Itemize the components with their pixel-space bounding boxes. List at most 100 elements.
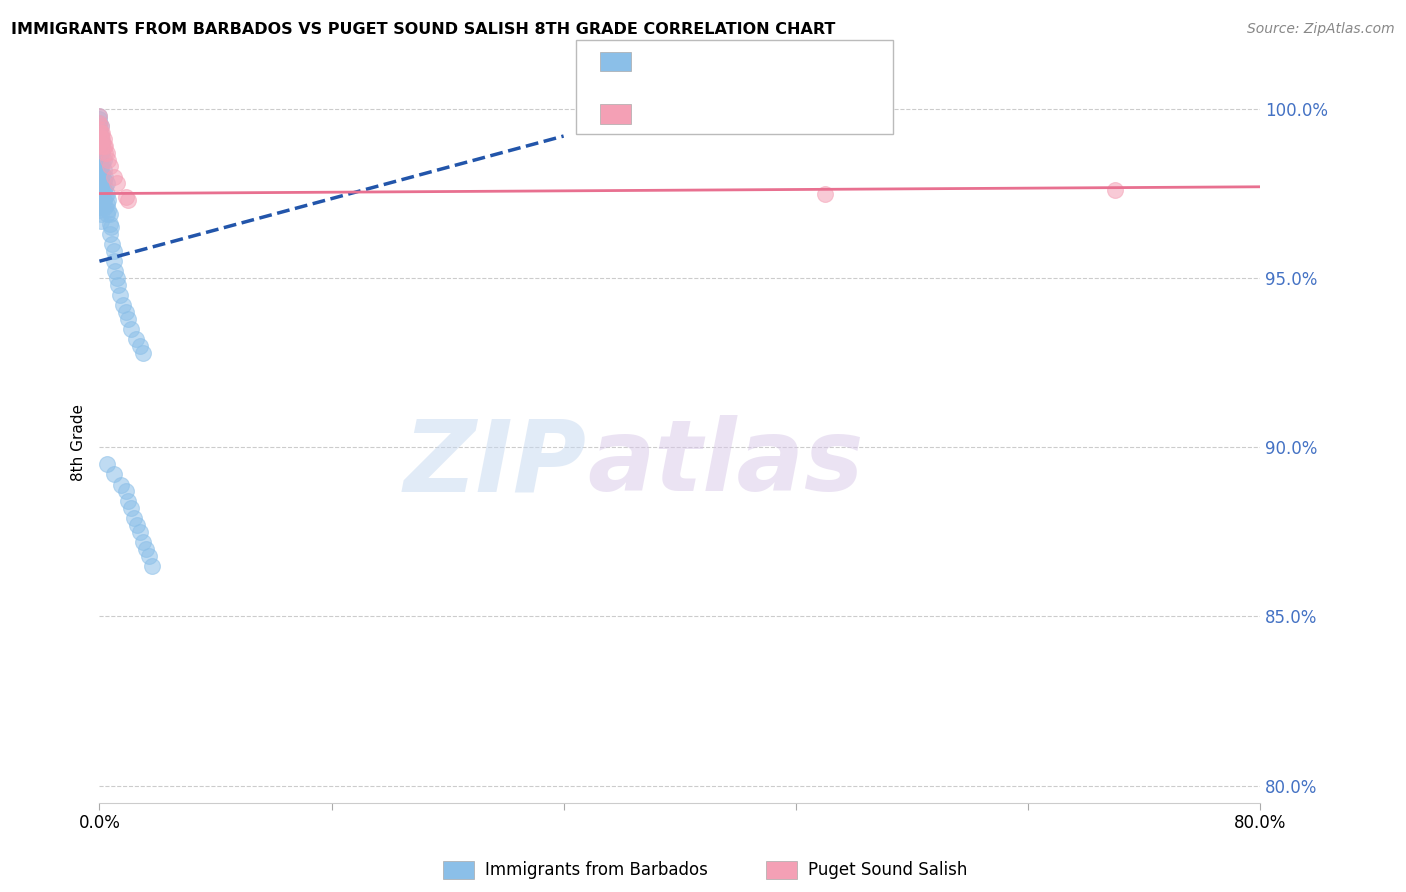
- Point: [93, 173, 115, 187]
- Point: [89, 115, 111, 129]
- Point: [90, 200, 112, 214]
- Point: [103, 244, 125, 258]
- Text: R =  0.106: R = 0.106: [640, 52, 728, 70]
- Point: [94, 190, 117, 204]
- Y-axis label: 8th Grade: 8th Grade: [72, 404, 86, 481]
- Text: ZIP: ZIP: [404, 416, 586, 512]
- Point: [120, 322, 142, 336]
- Point: [96, 145, 118, 160]
- Point: [98, 227, 121, 242]
- Point: [96, 186, 118, 201]
- Point: [89, 132, 111, 146]
- Point: [89, 177, 111, 191]
- Point: [108, 288, 131, 302]
- Point: [89, 122, 111, 136]
- Point: [90, 119, 112, 133]
- Point: [89, 162, 111, 177]
- Point: [91, 145, 114, 160]
- Point: [96, 177, 118, 191]
- Point: [114, 190, 136, 204]
- Point: [89, 153, 111, 167]
- Point: [90, 139, 112, 153]
- Point: [89, 200, 111, 214]
- Point: [94, 145, 117, 160]
- Point: [96, 196, 118, 211]
- Point: [103, 169, 125, 184]
- Text: Source: ZipAtlas.com: Source: ZipAtlas.com: [1247, 22, 1395, 37]
- Point: [93, 139, 115, 153]
- Point: [94, 200, 117, 214]
- Point: [89, 183, 111, 197]
- Point: [91, 156, 114, 170]
- Point: [96, 457, 118, 471]
- Point: [114, 484, 136, 499]
- Point: [89, 129, 111, 144]
- Point: [93, 162, 115, 177]
- Point: [89, 112, 111, 127]
- Text: N = 25: N = 25: [745, 104, 807, 122]
- Point: [90, 126, 112, 140]
- Point: [90, 119, 112, 133]
- Point: [91, 166, 114, 180]
- Point: [141, 558, 163, 573]
- Point: [91, 126, 114, 140]
- Point: [93, 183, 115, 197]
- Point: [90, 129, 112, 144]
- Point: [89, 109, 111, 123]
- Point: [117, 311, 139, 326]
- Point: [90, 145, 112, 160]
- Point: [103, 467, 125, 482]
- Point: [107, 277, 129, 292]
- Point: [90, 213, 112, 227]
- Point: [90, 186, 112, 201]
- Point: [89, 186, 111, 201]
- Point: [91, 139, 114, 153]
- Point: [125, 332, 148, 346]
- Point: [94, 139, 117, 153]
- Point: [90, 194, 112, 208]
- Point: [129, 339, 152, 353]
- Point: [90, 139, 112, 153]
- Point: [89, 122, 111, 136]
- Point: [89, 136, 111, 150]
- Point: [97, 153, 120, 167]
- Point: [91, 186, 114, 201]
- Point: [97, 194, 120, 208]
- Point: [96, 207, 118, 221]
- Text: Immigrants from Barbados: Immigrants from Barbados: [485, 861, 709, 879]
- Point: [89, 160, 111, 174]
- Point: [90, 132, 112, 146]
- Point: [98, 217, 121, 231]
- Point: [90, 160, 112, 174]
- Text: Puget Sound Salish: Puget Sound Salish: [808, 861, 967, 879]
- Point: [91, 177, 114, 191]
- Point: [89, 136, 111, 150]
- Point: [98, 207, 121, 221]
- Point: [89, 169, 111, 184]
- Point: [1104, 183, 1126, 197]
- Point: [90, 173, 112, 187]
- Point: [138, 549, 160, 563]
- Point: [129, 524, 152, 539]
- Point: [90, 153, 112, 167]
- Point: [105, 271, 128, 285]
- Point: [101, 237, 124, 252]
- Point: [122, 511, 145, 525]
- Point: [114, 305, 136, 319]
- Point: [90, 166, 112, 180]
- Text: R =  0.042: R = 0.042: [640, 104, 728, 122]
- Point: [90, 207, 112, 221]
- Point: [89, 119, 111, 133]
- Point: [105, 177, 128, 191]
- Point: [94, 179, 117, 194]
- Point: [89, 194, 111, 208]
- Point: [814, 186, 837, 201]
- Point: [89, 115, 111, 129]
- Point: [93, 194, 115, 208]
- Text: IMMIGRANTS FROM BARBADOS VS PUGET SOUND SALISH 8TH GRADE CORRELATION CHART: IMMIGRANTS FROM BARBADOS VS PUGET SOUND …: [11, 22, 835, 37]
- Point: [91, 132, 114, 146]
- Point: [100, 220, 122, 235]
- Point: [91, 136, 114, 150]
- Point: [127, 518, 149, 533]
- Point: [117, 494, 139, 508]
